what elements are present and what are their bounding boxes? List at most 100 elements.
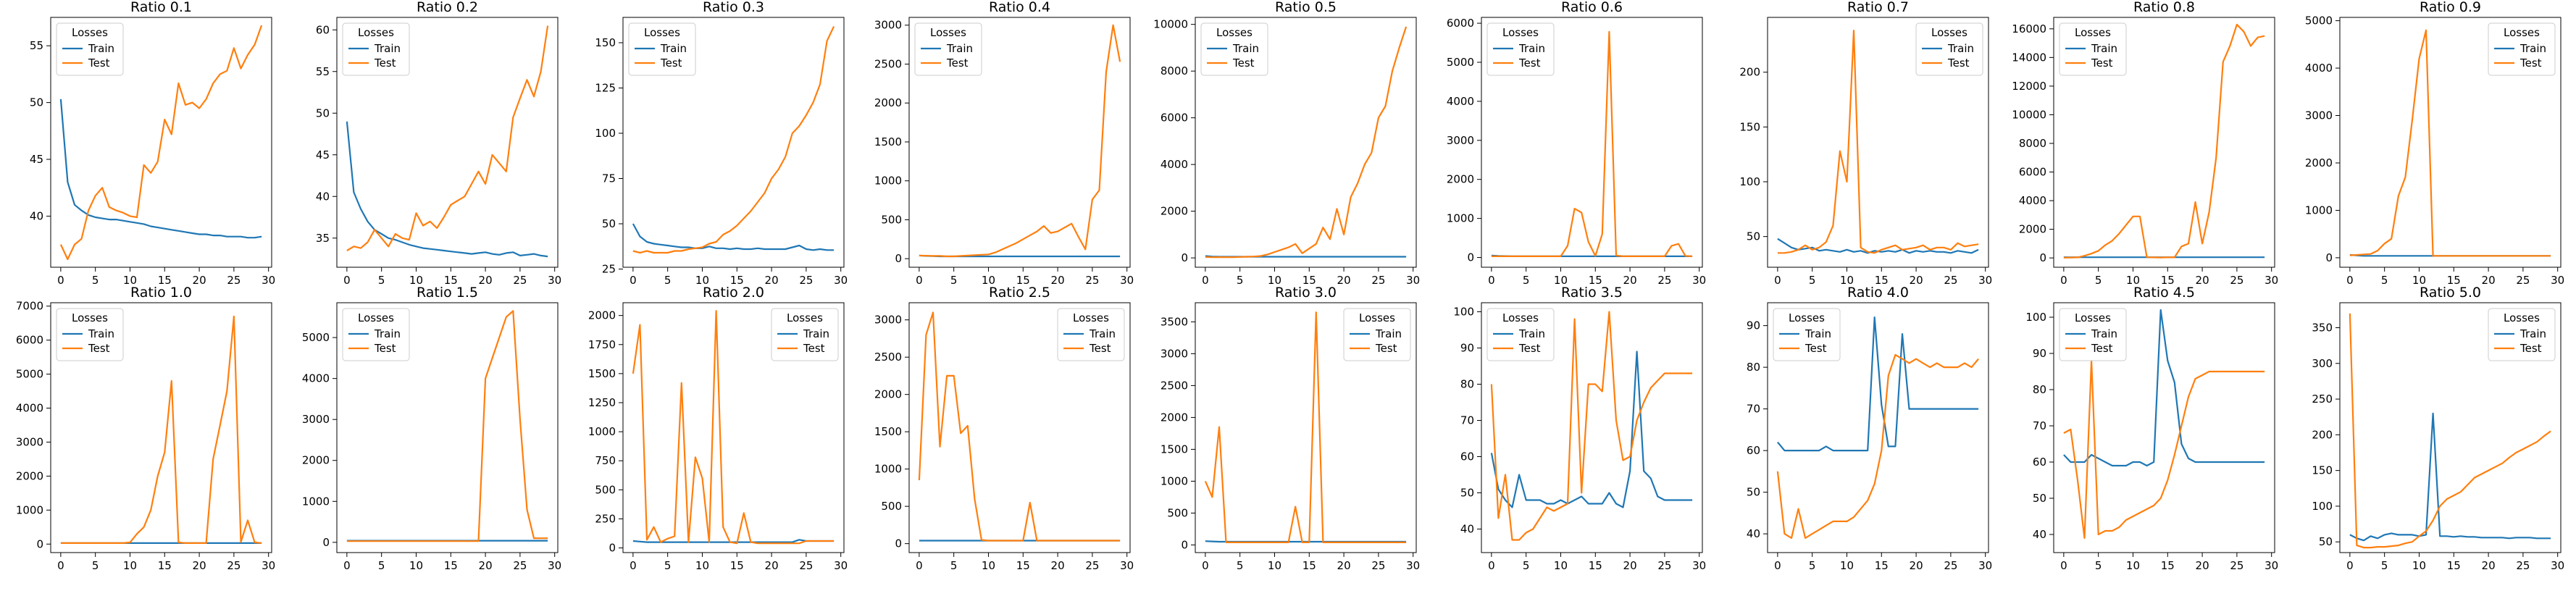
axes-frame <box>622 17 845 268</box>
y-tick-label: 1000 <box>874 463 902 476</box>
axes-frame <box>1767 302 1989 553</box>
x-tick-label: 0 <box>57 274 64 287</box>
y-tick-label: 45 <box>30 153 43 166</box>
legend-title: Losses <box>2504 26 2540 39</box>
series-line-test <box>346 310 548 542</box>
x-tick-label: 20 <box>2482 559 2496 572</box>
x-tick-label: 0 <box>1488 559 1495 572</box>
x-tick-label: 0 <box>1202 274 1209 287</box>
y-tick-label: 0 <box>2325 251 2333 264</box>
subplot-5: Ratio 0.5 0 5 10 15 20 25 30 0 2000 4000 6000 8000 10… <box>1153 0 1420 287</box>
y-tick-label: 4000 <box>2019 194 2046 207</box>
subplot-title: Ratio 0.4 <box>989 0 1050 15</box>
x-tick-label: 10 <box>2126 559 2140 572</box>
x-tick-label: 25 <box>1085 274 1099 287</box>
axes-frame <box>622 302 845 553</box>
x-tick-label: 20 <box>1623 274 1637 287</box>
y-tick-label: 0 <box>1181 538 1188 551</box>
legend-label-train: Train <box>1232 42 1259 55</box>
y-tick-label: 3000 <box>874 19 902 32</box>
y-tick-label: 25 <box>602 263 616 276</box>
series-line-train <box>1777 316 1979 452</box>
legend-label-test: Test <box>1518 342 1541 355</box>
y-tick-label: 80 <box>1460 378 1474 391</box>
x-tick-label: 30 <box>1406 274 1420 287</box>
y-tick-label: 1000 <box>2305 204 2333 217</box>
axes-frame <box>336 17 559 268</box>
legend-label-train: Train <box>946 42 973 55</box>
y-tick-label: 70 <box>2033 419 2046 432</box>
x-tick-label: 25 <box>1657 559 1671 572</box>
x-tick-label: 0 <box>1774 559 1781 572</box>
series-line-test <box>1491 30 1693 257</box>
series-line-test <box>60 315 262 545</box>
subplot-3: Ratio 0.3 0 5 10 15 20 25 30 25 50 75 100 125 150 Loss… <box>595 0 848 287</box>
x-tick-label: 30 <box>1406 559 1420 572</box>
x-tick-label: 15 <box>1875 274 1889 287</box>
series-line-train <box>346 121 548 258</box>
series-line-test <box>1204 311 1407 544</box>
y-tick-label: 60 <box>1460 450 1474 464</box>
x-tick-label: 10 <box>1554 274 1568 287</box>
y-tick-label: 50 <box>1747 486 1760 499</box>
subplot-4: Ratio 0.4 0 5 10 15 20 25 30 0 500 1000 1500 2000 250… <box>874 0 1134 287</box>
legend-label-test: Test <box>1518 56 1541 70</box>
legend-title: Losses <box>644 26 680 39</box>
series-line-test <box>1776 353 1979 540</box>
x-tick-label: 5 <box>92 559 99 572</box>
subplot-title: Ratio 0.2 <box>417 0 478 15</box>
x-tick-label: 0 <box>2060 274 2067 287</box>
y-tick-label: 2000 <box>1161 205 1188 218</box>
subplot-title: Ratio 0.8 <box>2133 0 2195 15</box>
x-tick-label: 30 <box>1978 274 1992 287</box>
y-tick-label: 5000 <box>16 368 43 381</box>
x-tick-label: 30 <box>262 274 275 287</box>
x-tick-label: 10 <box>123 559 137 572</box>
subplot-14: Ratio 3.0 0 5 10 15 20 25 30 0 500 1000 1500 2000 250… <box>1161 285 1420 572</box>
legend-label-train: Train <box>660 42 687 55</box>
subplot-title: Ratio 0.9 <box>2420 0 2481 15</box>
x-tick-label: 30 <box>1978 559 1992 572</box>
x-tick-label: 10 <box>409 559 423 572</box>
legend-label-test: Test <box>1232 56 1255 70</box>
y-tick-label: 0 <box>2039 251 2046 264</box>
y-tick-label: 5000 <box>1447 56 1474 69</box>
x-tick-label: 30 <box>548 274 561 287</box>
subplot-9: Ratio 0.9 0 5 10 15 20 25 30 0 1000 2000 3000 4000 50… <box>2305 0 2564 287</box>
y-tick-label: 10000 <box>2012 108 2046 121</box>
y-tick-label: 150 <box>595 36 616 49</box>
series-line-test <box>1777 30 1979 254</box>
y-tick-label: 150 <box>1739 120 1760 133</box>
x-tick-label: 0 <box>57 559 64 572</box>
y-tick-label: 50 <box>30 96 43 109</box>
legend-title: Losses <box>1216 26 1253 39</box>
y-tick-label: 60 <box>316 23 330 36</box>
subplot-title: Ratio 1.5 <box>417 285 478 301</box>
subplot-11: Ratio 1.5 0 5 10 15 20 25 30 0 1000 2000 3000 4000 50… <box>302 285 561 572</box>
x-tick-label: 25 <box>799 274 813 287</box>
axes-frame <box>1481 17 1703 268</box>
y-tick-label: 0 <box>1467 251 1474 264</box>
legend-label-train: Train <box>374 42 401 55</box>
x-tick-label: 25 <box>1085 559 1099 572</box>
x-tick-label: 15 <box>730 274 744 287</box>
x-tick-label: 5 <box>2095 559 2102 572</box>
legend-title: Losses <box>787 311 823 324</box>
x-tick-label: 30 <box>2265 559 2278 572</box>
subplot-title: Ratio 1.0 <box>130 285 192 301</box>
subplot-title: Ratio 3.5 <box>1561 285 1623 301</box>
axes-frame <box>1195 17 1417 268</box>
subplot-2: Ratio 0.2 0 5 10 15 20 25 30 35 40 45 50 55 60 Losses T… <box>316 0 561 287</box>
legend-label-train: Train <box>1518 327 1545 340</box>
y-tick-label: 2000 <box>874 96 902 109</box>
y-tick-label: 40 <box>1747 527 1760 540</box>
axes-frame <box>908 17 1131 268</box>
x-tick-label: 10 <box>695 274 709 287</box>
y-tick-label: 60 <box>2033 456 2046 469</box>
